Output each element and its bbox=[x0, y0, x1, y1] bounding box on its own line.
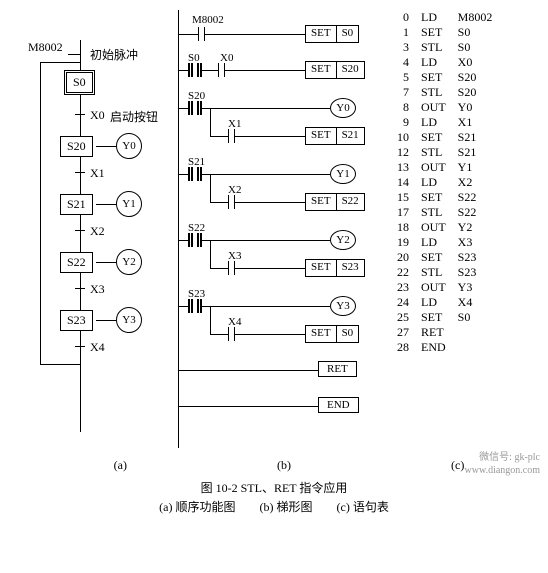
il-row: 25SETS0 bbox=[391, 310, 498, 325]
set-s23: SETS23 bbox=[305, 259, 365, 277]
sfc-panel: M8002 初始脉冲 S0 X0 启动按钮 S20 Y0 X1 S21 Y1 bbox=[10, 10, 170, 450]
watermark: 微信号: gk-plc www.diangon.com bbox=[465, 451, 540, 477]
label-b: (b) bbox=[277, 458, 291, 473]
il-row: 3STLS0 bbox=[391, 40, 498, 55]
end-box: END bbox=[318, 397, 359, 413]
il-row: 1SETS0 bbox=[391, 25, 498, 40]
set-s0-2: SETS0 bbox=[305, 325, 359, 343]
il-row: 15SETS22 bbox=[391, 190, 498, 205]
out-y1: Y1 bbox=[330, 164, 356, 184]
il-row: 0LDM8002 bbox=[391, 10, 498, 25]
il-row: 17STLS22 bbox=[391, 205, 498, 220]
il-row: 22STLS23 bbox=[391, 265, 498, 280]
x4-label: X4 bbox=[90, 340, 105, 355]
il-row: 10SETS21 bbox=[391, 130, 498, 145]
figure-caption: 图 10-2 STL、RET 指令应用 bbox=[10, 479, 538, 496]
set-s0-1: SETS0 bbox=[305, 25, 359, 43]
coil-y1: Y1 bbox=[116, 191, 142, 217]
x0-text: 启动按钮 bbox=[110, 108, 158, 125]
il-row: 9LDX1 bbox=[391, 115, 498, 130]
coil-y3: Y3 bbox=[116, 307, 142, 333]
lad-x0: X0 bbox=[220, 52, 233, 64]
panel-labels: (a) (b) (c) bbox=[10, 458, 538, 473]
lad-m8002: M8002 bbox=[192, 14, 224, 26]
il-row: 13OUTY1 bbox=[391, 160, 498, 175]
il-panel: 0LDM80021SETS03STLS04LDX05SETS207STLS208… bbox=[391, 10, 531, 450]
ladder-panel: M8002 SETS0 S0 X0 SETS20 S20 Y0 X1 bbox=[178, 10, 383, 450]
subcaption-row: (a) 顺序功能图 (b) 梯形图 (c) 语句表 bbox=[10, 498, 538, 515]
il-row: 18OUTY2 bbox=[391, 220, 498, 235]
coil-y2: Y2 bbox=[116, 249, 142, 275]
il-row: 14LDX2 bbox=[391, 175, 498, 190]
il-row: 28END bbox=[391, 340, 498, 355]
out-y0: Y0 bbox=[330, 98, 356, 118]
diagram-container: M8002 初始脉冲 S0 X0 启动按钮 S20 Y0 X1 S21 Y1 bbox=[10, 10, 538, 450]
label-a: (a) bbox=[114, 458, 127, 473]
il-row: 27RET bbox=[391, 325, 498, 340]
il-row: 7STLS20 bbox=[391, 85, 498, 100]
state-s21: S21 bbox=[60, 194, 93, 215]
instruction-table: 0LDM80021SETS03STLS04LDX05SETS207STLS208… bbox=[391, 10, 498, 355]
set-s20: SETS20 bbox=[305, 61, 365, 79]
coil-y0: Y0 bbox=[116, 133, 142, 159]
il-row: 20SETS23 bbox=[391, 250, 498, 265]
il-row: 8OUTY0 bbox=[391, 100, 498, 115]
state-s23: S23 bbox=[60, 310, 93, 331]
state-s22: S22 bbox=[60, 252, 93, 273]
out-y3: Y3 bbox=[330, 296, 356, 316]
subcap-c: (c) 语句表 bbox=[337, 498, 389, 515]
il-row: 24LDX4 bbox=[391, 295, 498, 310]
set-s22: SETS22 bbox=[305, 193, 365, 211]
x2-label: X2 bbox=[90, 224, 105, 239]
state-s0: S0 bbox=[64, 70, 95, 95]
il-row: 12STLS21 bbox=[391, 145, 498, 160]
subcap-b: (b) 梯形图 bbox=[260, 498, 313, 515]
set-s21: SETS21 bbox=[305, 127, 365, 145]
x0-label: X0 bbox=[90, 108, 105, 123]
il-row: 4LDX0 bbox=[391, 55, 498, 70]
il-row: 23OUTY3 bbox=[391, 280, 498, 295]
x3-label: X3 bbox=[90, 282, 105, 297]
init-pulse-label: 初始脉冲 bbox=[90, 46, 138, 63]
il-row: 19LDX3 bbox=[391, 235, 498, 250]
label-c: (c) bbox=[451, 458, 464, 473]
x1-label: X1 bbox=[90, 166, 105, 181]
ret-box: RET bbox=[318, 361, 357, 377]
state-s20: S20 bbox=[60, 136, 93, 157]
il-row: 5SETS20 bbox=[391, 70, 498, 85]
m8002-label: M8002 bbox=[28, 40, 63, 55]
subcap-a: (a) 顺序功能图 bbox=[159, 498, 235, 515]
out-y2: Y2 bbox=[330, 230, 356, 250]
